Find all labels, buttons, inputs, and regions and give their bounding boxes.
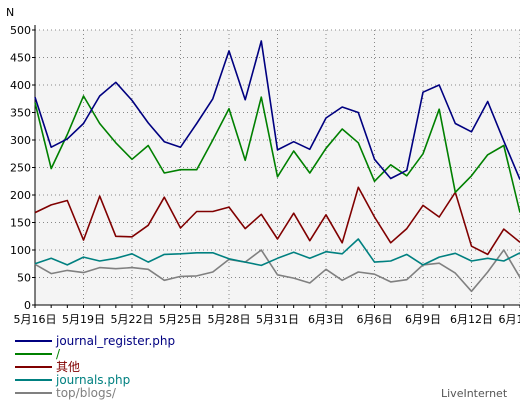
y-tick-label: 150 [10,217,31,230]
x-tick-label: 5月31日 [256,313,299,326]
y-axis-label: N [6,6,14,19]
y-tick-label: 350 [10,107,31,120]
y-tick-label: 0 [24,299,31,312]
x-tick-label: 5月22日 [111,313,154,326]
y-tick-label: 450 [10,52,31,65]
x-tick-label: 6月6日 [357,313,393,326]
legend-label: / [56,347,61,361]
x-tick-label: 6月3日 [308,313,344,326]
legend-label: 其他 [56,360,80,374]
x-tick-labels: 5月16日 5月19日 5月22日 5月25日 5月28日 5月31日 6月3日 6月6日 6月… [14,313,520,326]
series-line [34,40,520,180]
y-tick-label: 400 [10,79,31,92]
series-line [34,238,520,267]
legend-label: top/blogs/ [56,386,117,400]
series-line [34,249,520,293]
y-tick-label: 50 [17,272,31,285]
x-tick-label: 6月9日 [405,313,441,326]
legend-label: journals.php [55,373,130,387]
y-tick-label: 500 [10,24,31,37]
y-tick-label: 200 [10,189,31,202]
x-tick-label: 5月25日 [159,313,202,326]
y-tick-label: 300 [10,134,31,147]
y-tick-labels: 0 50 100 150 200 250 300 350 400 450 500 [10,24,31,312]
legend: journal_register.php/其他journals.phptop/b… [15,334,175,400]
y-tick-label: 250 [10,162,31,175]
series-line [34,186,520,256]
axes [32,25,520,308]
series-line [34,95,520,213]
x-tick-label: 5月19日 [62,313,105,326]
series-lines [34,40,520,293]
y-tick-label: 100 [10,244,31,257]
x-tick-label: 5月16日 [14,313,57,326]
x-tick-label: 6月15日 [499,313,520,326]
x-tick-label: 5月28日 [208,313,251,326]
x-tick-label: 6月12日 [450,313,493,326]
brand-label: LiveInternet [441,387,508,400]
legend-label: journal_register.php [55,334,175,348]
